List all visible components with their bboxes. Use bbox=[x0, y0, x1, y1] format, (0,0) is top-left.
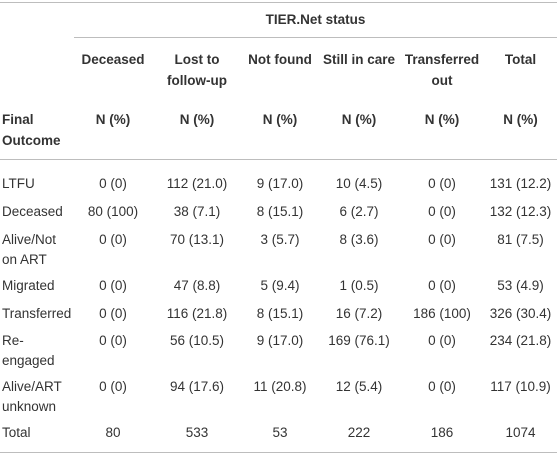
data-cell: 169 (76.1) bbox=[328, 332, 390, 348]
data-cell: 1074 bbox=[505, 424, 536, 440]
data-cell: 53 (4.9) bbox=[497, 277, 544, 293]
column-header: Not found bbox=[248, 52, 312, 67]
row-label: Migrated bbox=[2, 277, 55, 293]
data-cell: 116 (21.8) bbox=[166, 305, 228, 321]
data-cell: 117 (10.9) bbox=[490, 378, 551, 394]
data-cell: 0 (0) bbox=[428, 231, 456, 247]
column-header: Total bbox=[504, 52, 537, 67]
data-row: Re-engaged 0 (0) 56 (10.5) 9 (17.0) 169 (76.… bbox=[0, 327, 557, 373]
data-cell: 1 (0.5) bbox=[339, 277, 379, 293]
data-cell: 0 (0) bbox=[99, 277, 127, 293]
data-cell: 94 (17.6) bbox=[169, 378, 225, 394]
column-header: Deceased bbox=[81, 52, 145, 67]
data-row: Alive/Not on ART 0 (0) 70 (13.1) 3 (5.7) 8 (… bbox=[0, 226, 557, 272]
data-cell: 0 (0) bbox=[99, 305, 127, 321]
data-cell: 9 (17.0) bbox=[256, 176, 304, 191]
subheader-row: Final Outcome N (%) N (%) N (%) N (%) N (%) N… bbox=[0, 104, 557, 160]
data-cell: 234 (21.8) bbox=[489, 332, 552, 348]
data-cell: 53 bbox=[272, 424, 288, 440]
data-cell: 8 (15.1) bbox=[256, 305, 304, 321]
row-header-label: Final Outcome bbox=[2, 111, 61, 148]
column-header: Lost to follow-up bbox=[167, 52, 227, 88]
data-cell: 222 bbox=[347, 424, 371, 440]
data-cell: 0 (0) bbox=[99, 378, 127, 394]
data-cell: 8 (15.1) bbox=[256, 203, 304, 219]
data-cell: 81 (7.5) bbox=[497, 231, 544, 247]
data-row: Transferred 0 (0) 116 (21.8) 8 (15.1) 16 (7.… bbox=[0, 300, 557, 327]
data-cell: 132 (12.3) bbox=[489, 203, 552, 219]
empty-cell bbox=[0, 38, 74, 104]
data-cell: 38 (7.1) bbox=[173, 203, 221, 219]
unit-header: N (%) bbox=[95, 111, 131, 127]
data-cell: 0 (0) bbox=[428, 203, 456, 219]
column-header: Transferred out bbox=[404, 52, 480, 88]
row-label: Total bbox=[2, 424, 31, 440]
data-cell: 6 (2.7) bbox=[339, 203, 379, 219]
data-cell: 0 (0) bbox=[99, 231, 127, 247]
empty-cell bbox=[0, 3, 74, 38]
header-row: Deceased Lost to follow-up Not found Still … bbox=[0, 38, 557, 104]
row-label: Alive/Not on ART bbox=[2, 231, 57, 267]
unit-header: N (%) bbox=[503, 111, 538, 127]
data-cell: 0 (0) bbox=[99, 332, 127, 348]
table-body: LTFU 0 (0) 112 (21.0) 9 (17.0) 10 (4.5) 0 (0)… bbox=[0, 160, 557, 453]
unit-header: N (%) bbox=[262, 111, 298, 127]
data-cell: 326 (30.4) bbox=[489, 305, 552, 321]
data-cell: 56 (10.5) bbox=[169, 332, 225, 348]
unit-header: N (%) bbox=[179, 111, 215, 127]
data-cell: 0 (0) bbox=[428, 332, 456, 348]
data-row: Total 80 533 53 222 186 1074 bbox=[0, 419, 557, 453]
data-cell: 0 (0) bbox=[428, 176, 456, 191]
spanner-header: TIER.Net status bbox=[74, 2, 557, 38]
data-cell: 0 (0) bbox=[99, 176, 127, 191]
row-label: Alive/ART unknown bbox=[2, 378, 62, 414]
row-label: Deceased bbox=[2, 203, 63, 219]
row-label: LTFU bbox=[2, 176, 35, 191]
data-row: LTFU 0 (0) 112 (21.0) 9 (17.0) 10 (4.5) 0 (0)… bbox=[0, 160, 557, 198]
data-cell: 70 (13.1) bbox=[169, 231, 225, 247]
data-cell: 3 (5.7) bbox=[260, 231, 300, 247]
data-cell: 11 (20.8) bbox=[253, 378, 307, 394]
column-header: Still in care bbox=[322, 52, 396, 67]
data-cell: 186 (100) bbox=[413, 305, 471, 321]
data-cell: 0 (0) bbox=[428, 378, 456, 394]
data-cell: 131 (12.2) bbox=[489, 176, 552, 191]
unit-header: N (%) bbox=[424, 111, 460, 127]
data-cell: 80 bbox=[105, 424, 121, 440]
row-label: Transferred bbox=[2, 305, 72, 321]
data-row: Migrated 0 (0) 47 (8.8) 5 (9.4) 1 (0.5) 0 (0)… bbox=[0, 272, 557, 300]
data-row: Alive/ART unknown 0 (0) 94 (17.6) 11 (20.8)… bbox=[0, 373, 557, 419]
data-cell: 9 (17.0) bbox=[256, 332, 304, 348]
data-cell: 80 (100) bbox=[87, 203, 139, 219]
data-cell: 10 (4.5) bbox=[335, 176, 383, 191]
row-label: Re-engaged bbox=[2, 332, 55, 368]
data-cell: 533 bbox=[185, 424, 209, 440]
data-cell: 186 bbox=[430, 424, 454, 440]
data-cell: 16 (7.2) bbox=[335, 305, 383, 321]
spanner-row: TIER.Net status bbox=[0, 2, 557, 38]
data-cell: 8 (3.6) bbox=[339, 231, 379, 247]
data-cell: 47 (8.8) bbox=[173, 277, 221, 293]
data-cell: 5 (9.4) bbox=[260, 277, 300, 293]
data-cell: 112 (21.0) bbox=[166, 176, 228, 191]
unit-header: N (%) bbox=[341, 111, 377, 127]
data-row: Deceased 80 (100) 38 (7.1) 8 (15.1) 6 (2.7) 0… bbox=[0, 198, 557, 226]
data-cell: 0 (0) bbox=[428, 277, 456, 293]
data-cell: 12 (5.4) bbox=[335, 378, 383, 394]
